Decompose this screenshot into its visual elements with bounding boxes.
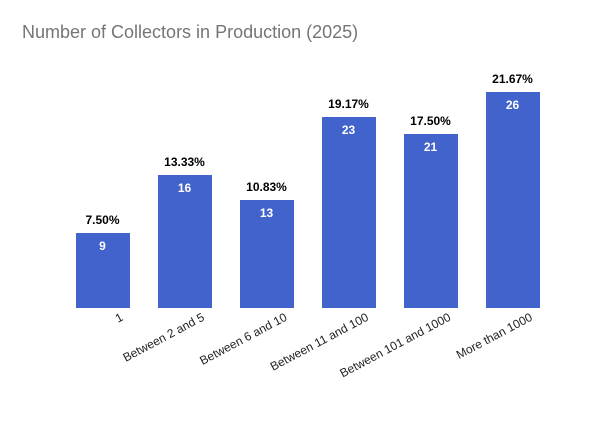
x-axis-label: More than 1000	[454, 310, 536, 362]
bar-value-label: 21	[423, 140, 438, 154]
bar-value-label: 16	[177, 181, 192, 195]
bar	[403, 134, 458, 308]
x-axis-label: Between 2 and 5	[120, 310, 208, 365]
bar	[321, 117, 376, 308]
bar	[157, 175, 212, 308]
bar-percent-label: 21.67%	[492, 72, 533, 86]
bar-value-label: 26	[505, 98, 520, 112]
bar	[75, 233, 130, 308]
bar	[239, 200, 294, 308]
bar-percent-label: 17.50%	[410, 114, 451, 128]
bar	[485, 92, 540, 308]
bar-value-label: 9	[99, 239, 106, 253]
chart-title: Number of Collectors in Production (2025…	[22, 22, 359, 42]
bar-percent-label: 7.50%	[85, 213, 120, 227]
bar-value-label: 13	[259, 206, 274, 220]
x-axis-label: 1	[112, 310, 126, 326]
bar-percent-label: 13.33%	[164, 155, 205, 169]
bar-percent-label: 19.17%	[328, 97, 369, 111]
bar-percent-label: 10.83%	[246, 180, 287, 194]
bar-value-label: 23	[341, 123, 356, 137]
